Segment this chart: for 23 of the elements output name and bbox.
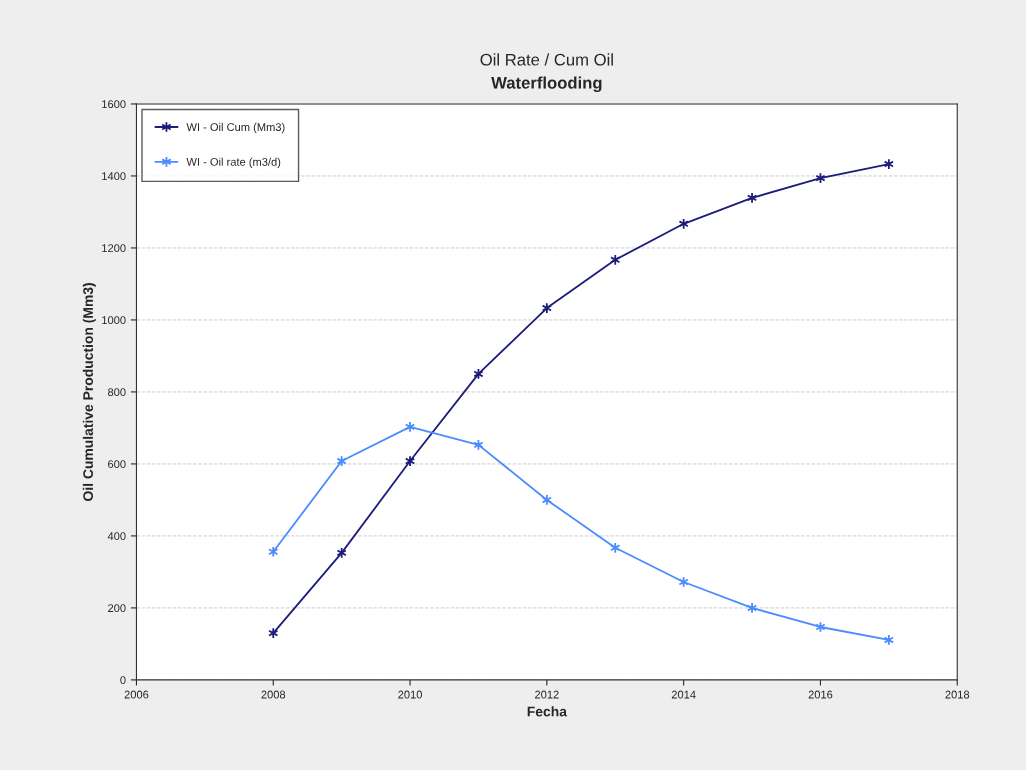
legend-label: WI - Oil Cum (Mm3) (186, 122, 285, 134)
y-tick-label: 1000 (102, 316, 126, 325)
x-tick-label: 2006 (124, 690, 149, 699)
y-tick-label: 400 (107, 532, 126, 541)
x-tick-label: 2014 (671, 690, 696, 699)
y-tick-label: 600 (108, 460, 126, 469)
y-tick-label: 800 (107, 388, 126, 397)
y-tick-label: 0 (120, 676, 126, 685)
y-tick-label: 1200 (102, 244, 126, 253)
point (678, 576, 689, 588)
x-tick-label: 2008 (261, 690, 286, 699)
x-tick-label: 2016 (808, 690, 833, 699)
chart-subtitle: Waterflooding (491, 76, 602, 93)
x-tick-label: 2010 (398, 690, 422, 699)
y-axis-title: Oil Cumulative Production (Mm3) (82, 283, 96, 501)
x-tick-label: 2012 (535, 690, 559, 699)
x-axis-title: Fecha (527, 706, 568, 717)
legend-label: WI - Oil rate (m3/d) (186, 157, 281, 168)
chart-title: Oil Rate / Cum Oil (480, 53, 613, 66)
x-tick-label: 2018 (945, 690, 970, 699)
y-tick-label: 1600 (102, 100, 126, 109)
y-tick-label: 200 (108, 604, 126, 613)
y-tick-label: 1400 (102, 172, 126, 181)
